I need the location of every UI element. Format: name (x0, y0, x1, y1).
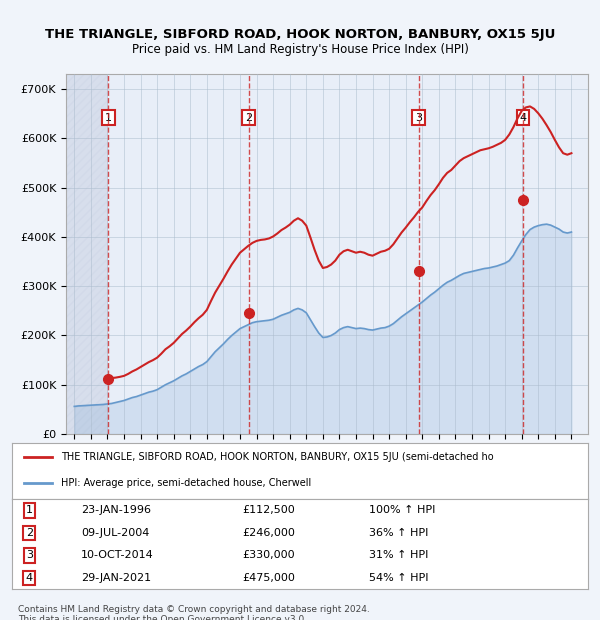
Text: 2: 2 (26, 528, 33, 538)
Bar (66, 74, 109, 434)
Text: 1: 1 (26, 505, 33, 515)
Text: 4: 4 (26, 573, 33, 583)
Text: THE TRIANGLE, SIBFORD ROAD, HOOK NORTON, BANBURY, OX15 5JU (semi-detached ho: THE TRIANGLE, SIBFORD ROAD, HOOK NORTON,… (61, 452, 494, 463)
Text: £475,000: £475,000 (242, 573, 295, 583)
Text: 4: 4 (520, 113, 527, 123)
Text: 09-JUL-2004: 09-JUL-2004 (81, 528, 149, 538)
Text: 31% ↑ HPI: 31% ↑ HPI (369, 551, 428, 560)
Text: 3: 3 (26, 551, 33, 560)
Text: 54% ↑ HPI: 54% ↑ HPI (369, 573, 428, 583)
Text: HPI: Average price, semi-detached house, Cherwell: HPI: Average price, semi-detached house,… (61, 479, 311, 489)
Text: 100% ↑ HPI: 100% ↑ HPI (369, 505, 436, 515)
Text: 3: 3 (415, 113, 422, 123)
Text: 29-JAN-2021: 29-JAN-2021 (81, 573, 151, 583)
Text: 36% ↑ HPI: 36% ↑ HPI (369, 528, 428, 538)
Text: 10-OCT-2014: 10-OCT-2014 (81, 551, 154, 560)
Text: £330,000: £330,000 (242, 551, 295, 560)
Text: £112,500: £112,500 (242, 505, 295, 515)
Text: £246,000: £246,000 (242, 528, 295, 538)
Text: 1: 1 (105, 113, 112, 123)
Text: Price paid vs. HM Land Registry's House Price Index (HPI): Price paid vs. HM Land Registry's House … (131, 43, 469, 56)
Text: THE TRIANGLE, SIBFORD ROAD, HOOK NORTON, BANBURY, OX15 5JU: THE TRIANGLE, SIBFORD ROAD, HOOK NORTON,… (45, 28, 555, 41)
Text: 23-JAN-1996: 23-JAN-1996 (81, 505, 151, 515)
Text: Contains HM Land Registry data © Crown copyright and database right 2024.
This d: Contains HM Land Registry data © Crown c… (18, 604, 370, 620)
Text: 2: 2 (245, 113, 252, 123)
